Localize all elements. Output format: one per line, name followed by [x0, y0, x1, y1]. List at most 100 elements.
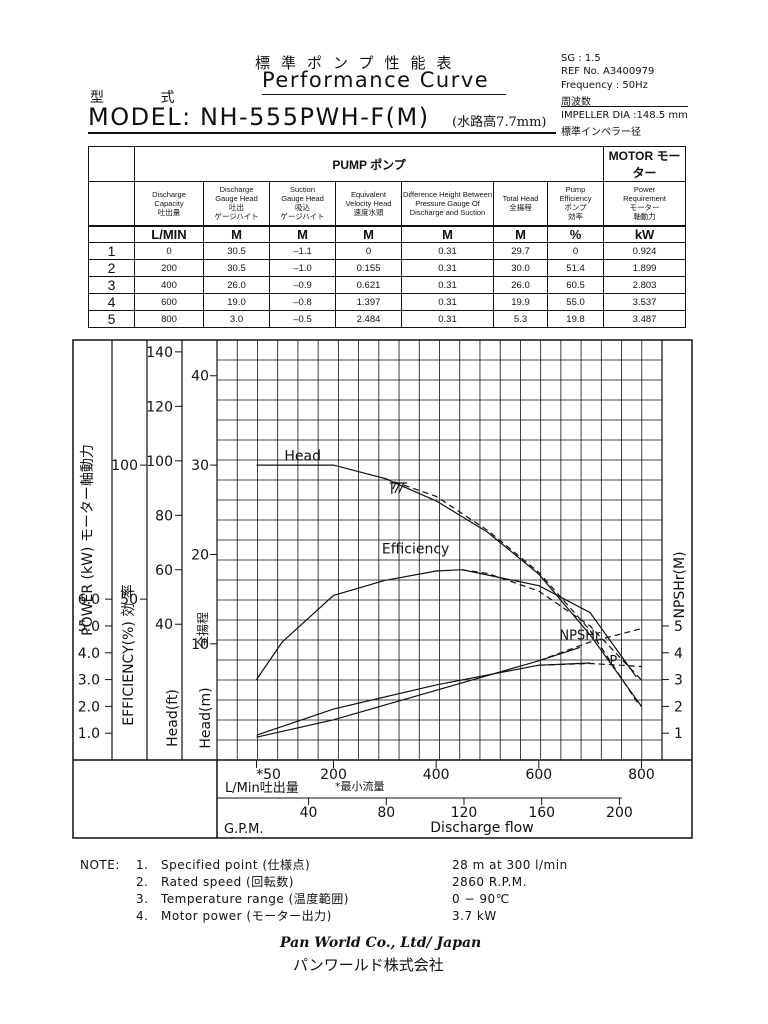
column-header-line: 速度水頭	[353, 207, 384, 217]
head-ft-tick-label: 120	[146, 399, 173, 415]
type-label: 型 式	[90, 90, 201, 106]
table-cell: 3.0	[203, 310, 270, 328]
curve-efficiency-dashed	[461, 569, 642, 681]
column-header-line: Capacity	[154, 198, 184, 208]
table-cell: 3.487	[603, 310, 687, 328]
power-axis-label: POWER (kW) モーター軸動力	[80, 444, 96, 636]
title-japanese: 標準ポンプ性能表	[255, 54, 463, 72]
column-header-line: Pressure Gauge Of	[415, 198, 480, 208]
column-unit: kW	[603, 224, 687, 243]
npshr-tick-label: 3	[674, 673, 683, 689]
column-header-line: Pump	[565, 185, 586, 195]
note-text: Rated speed (回転数)	[161, 875, 294, 889]
table-corner-2	[88, 181, 135, 226]
note-value: 0 − 90℃	[452, 892, 510, 906]
curve-npshr-solid	[256, 646, 581, 738]
column-header: Equivalent Velocity Head 速度水頭	[335, 181, 402, 226]
column-header-line: 軸動力	[633, 212, 656, 222]
x-lmin-tick-label: 800	[628, 767, 655, 783]
x-gpm-tick-label: 120	[451, 805, 478, 821]
column-header-line: Discharge and Suction	[409, 207, 486, 217]
head-ft-tick-label: 140	[146, 345, 173, 361]
column-header-row: Discharge Capacity 吐出量 Discharge Gauge Head 吐…	[88, 181, 687, 226]
npshr-tick-label: 4	[674, 646, 683, 662]
column-header-line: 吐出量	[157, 207, 181, 217]
head-ft-tick-label: 60	[155, 563, 173, 579]
x-gpm-tick-label: 80	[377, 805, 395, 821]
table-row: 3 400 26.0 –0.9 0.621 0.31 26.0 60.5 2.803	[88, 276, 687, 294]
curve-label-p: P	[609, 654, 617, 669]
power-tick-label: 3.0	[78, 673, 100, 689]
model-label: MODEL:	[88, 103, 192, 131]
column-header-line: ゲージハイト	[214, 212, 259, 222]
head-jp-axis-label: 全揚程	[195, 612, 210, 648]
column-header: Discharge Capacity 吐出量	[134, 181, 204, 226]
x-lmin-tick-label: 200	[320, 767, 347, 783]
company-name-en: Pan World Co., Ltd/ Japan	[280, 935, 482, 951]
power-tick-label: 4.0	[78, 646, 100, 662]
note-value: 2860 R.P.M.	[452, 875, 527, 889]
column-header-line: ポンプ	[564, 203, 587, 213]
curve-label-head: Head	[284, 449, 321, 465]
notes-label: NOTE:	[80, 858, 120, 872]
npshr-tick-label: 2	[674, 699, 683, 715]
meta-divider	[561, 106, 688, 107]
power-tick-label: 5.0	[78, 619, 100, 635]
performance-table: PUMP ポンプ MOTOR モーター Discharge Capacity 吐出量…	[88, 146, 687, 328]
note-number: 4.	[136, 909, 149, 923]
curve-npshr-dashed	[538, 628, 642, 662]
sg-value: SG : 1.5	[561, 53, 601, 64]
column-header-line: Efficiency	[559, 194, 592, 204]
column-header-line: Power	[633, 185, 656, 195]
impeller-dia-jp: 標準インペラー径	[561, 127, 641, 138]
x-lmin-tick-label: *50	[256, 767, 281, 783]
npshr-tick-label: 5	[674, 619, 683, 635]
column-header-line: Gauge Head	[215, 194, 258, 204]
efficiency-tick-label: 50	[120, 592, 138, 608]
head-ft-tick-label: 40	[155, 617, 173, 633]
head-m-axis-label: Head(m)	[198, 687, 214, 748]
x-gpm-tick-label: 160	[528, 805, 555, 821]
model-note: (水路高7.7mm)	[452, 115, 547, 130]
table-cell: 0.924	[603, 242, 687, 260]
curve-p-dashed	[538, 662, 642, 668]
head-m-tick-label: 40	[191, 369, 209, 385]
power-tick-label: 1.0	[78, 726, 100, 742]
curve-label-npshr: NPSHr	[559, 628, 601, 643]
x-gpm-tick-label: 40	[300, 805, 318, 821]
model-underline	[88, 132, 556, 134]
head-ft-tick-label: 80	[155, 508, 173, 524]
model-value: NH-555PWH-F(M)	[200, 103, 430, 131]
pump-header: PUMP ポンプ	[133, 146, 605, 182]
table-row: 5 800 3.0 –0.5 2.484 0.31 5.3 19.8 3.487	[88, 310, 687, 328]
x-lmin-label: L/Min吐出量	[225, 781, 299, 796]
curve-efficiency-solid	[256, 569, 637, 680]
company-name-jp: パンワールド株式会社	[293, 956, 444, 974]
head-m-tick-label: 10	[191, 637, 209, 653]
column-header-line: Total Head	[502, 194, 539, 204]
column-header: Discharge Gauge Head 吐出 ゲージハイト	[203, 181, 270, 226]
curve-p-solid	[256, 662, 591, 736]
column-header-line: ゲージハイト	[280, 212, 325, 222]
column-header-line: Suction	[289, 185, 316, 195]
x-lmin-tick-label: 400	[423, 767, 450, 783]
column-header-line: モーター	[629, 203, 660, 213]
frequency: Frequency : 50Hz	[561, 80, 648, 91]
note-value: 3.7 kW	[452, 909, 497, 923]
table-cell: 2.484	[335, 310, 402, 328]
table-row: 2 200 30.5 –1.0 0.155 0.31 30.0 51.4 1.899	[88, 259, 687, 277]
title-english: Performance Curve	[262, 68, 490, 92]
column-header-line: Difference Height Between	[402, 189, 493, 199]
x-gpm-tick-label: 200	[606, 805, 633, 821]
x-lmin-tick-label: 600	[525, 767, 552, 783]
curve-label-efficiency: Efficiency	[382, 542, 449, 558]
column-header: Suction Gauge Head 吸込 ゲージハイト	[269, 181, 336, 226]
note-number: 3.	[136, 892, 149, 906]
note-number: 1.	[136, 858, 149, 872]
specified-point-marker	[389, 482, 407, 494]
note-value: 28 m at 300 l/min	[452, 858, 568, 872]
power-tick-label: 6.0	[78, 592, 100, 608]
table-row: 4 600 19.0 –0.8 1.397 0.31 19.9 55.0 3.537	[88, 293, 687, 311]
column-header-line: Requirement	[623, 194, 667, 204]
